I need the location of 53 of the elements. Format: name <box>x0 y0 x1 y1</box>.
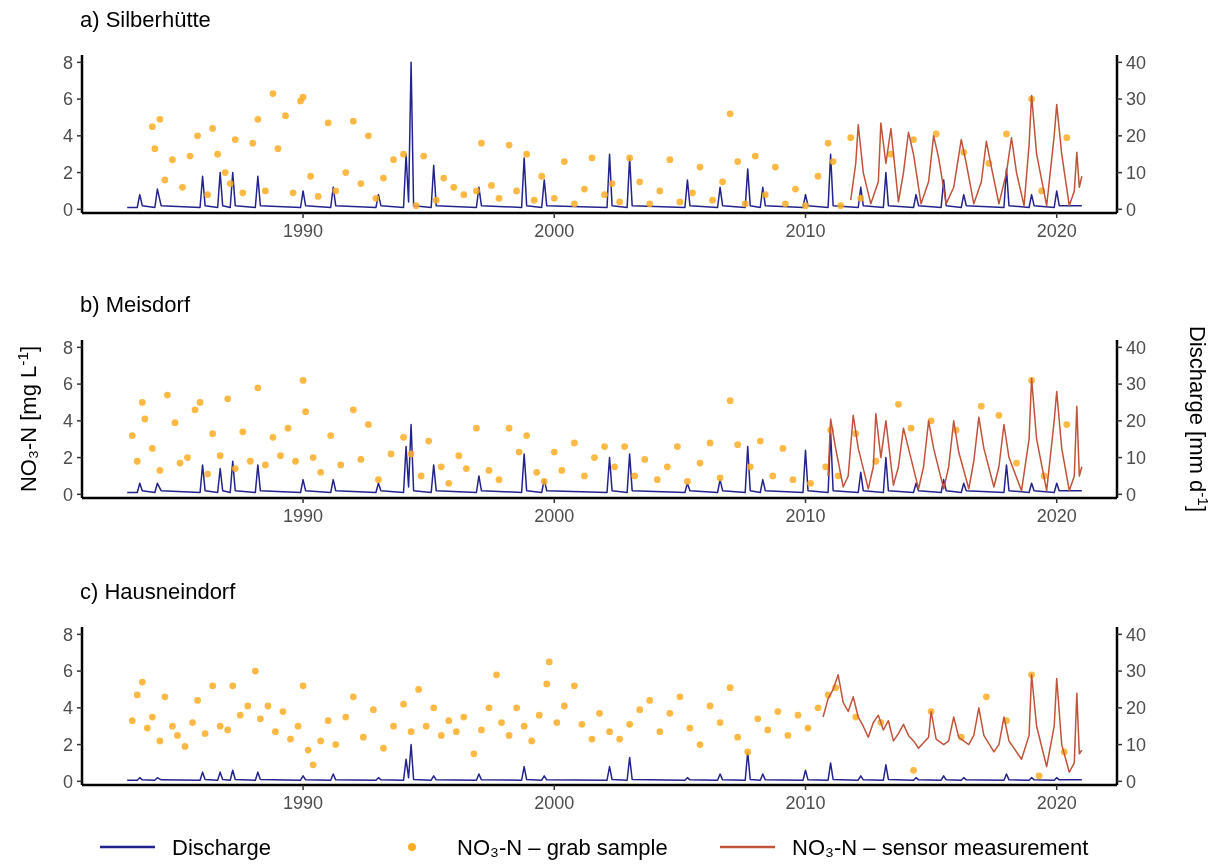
x-tick-label: 2020 <box>1036 221 1077 241</box>
y2-tick-label: 30 <box>1126 661 1147 682</box>
y-tick-label: 4 <box>62 698 73 719</box>
y-tick-label: 4 <box>62 126 73 147</box>
y2-tick-label: 30 <box>1126 89 1147 110</box>
y-tick-label: 6 <box>62 661 73 682</box>
y2-tick-label: 10 <box>1126 447 1147 468</box>
y2-tick-label: 40 <box>1126 337 1147 358</box>
y-tick-label: 6 <box>62 89 73 110</box>
x-tick-label: 2020 <box>1036 793 1077 813</box>
x-tick-label: 2000 <box>534 793 575 813</box>
y2-tick-label: 0 <box>1126 484 1137 505</box>
y-tick-label: 2 <box>62 447 73 468</box>
x-tick-label: 2010 <box>785 506 826 526</box>
chart-title: a) Silberhütte <box>80 7 211 32</box>
y-tick-label: 8 <box>62 624 73 645</box>
y2-tick-label: 0 <box>1126 771 1137 792</box>
legend-label: NO₃-N – sensor measurement <box>792 834 1089 860</box>
chart-title: c) Hausneindorf <box>80 579 237 604</box>
x-tick-label: 2020 <box>1036 506 1077 526</box>
legend-label: Discharge <box>172 834 272 860</box>
line-series <box>849 94 1083 207</box>
y2-tick-label: 20 <box>1126 411 1147 432</box>
line-series <box>126 61 1083 209</box>
chart-title: b) Meisdorf <box>80 292 191 317</box>
y2-tick-label: 40 <box>1126 52 1147 73</box>
y-tick-label: 4 <box>62 411 73 432</box>
y2-tick-label: 40 <box>1126 624 1147 645</box>
legend-label: NO₃-N – grab sample <box>457 834 668 860</box>
x-tick-label: 2010 <box>785 221 826 241</box>
y-tick-label: 2 <box>62 734 73 755</box>
line-series <box>126 423 1083 494</box>
x-tick-label: 1990 <box>283 793 324 813</box>
line-series <box>126 743 1083 781</box>
y-tick-label: 6 <box>62 374 73 395</box>
x-tick-label: 1990 <box>283 506 324 526</box>
x-tick-label: 2000 <box>534 506 575 526</box>
y2-tick-label: 10 <box>1126 162 1147 183</box>
y-tick-label: 0 <box>62 771 73 792</box>
y2-tick-label: 0 <box>1126 199 1137 220</box>
y2-tick-label: 30 <box>1126 374 1147 395</box>
x-tick-label: 2000 <box>534 221 575 241</box>
x-tick-label: 2010 <box>785 793 826 813</box>
y-tick-label: 0 <box>62 199 73 220</box>
y-tick-label: 2 <box>62 162 73 183</box>
line-series <box>827 377 1083 492</box>
y-tick-label: 8 <box>62 337 73 358</box>
x-tick-label: 1990 <box>283 221 324 241</box>
y2-tick-label: 20 <box>1126 698 1147 719</box>
y2-tick-label: 10 <box>1126 734 1147 755</box>
y-tick-label: 0 <box>62 484 73 505</box>
y-tick-label: 8 <box>62 52 73 73</box>
y2-tick-label: 20 <box>1126 126 1147 147</box>
